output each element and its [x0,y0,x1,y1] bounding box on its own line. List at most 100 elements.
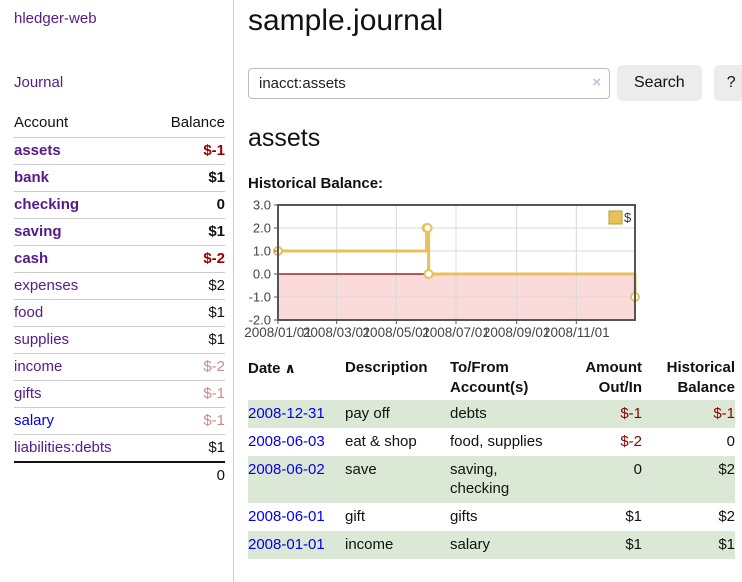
transaction-balance: 0 [726,433,735,450]
accounts-header-line2: Account(s) [450,379,529,396]
svg-text:-2.0: -2.0 [249,313,271,328]
account-link-gifts[interactable]: gifts [14,385,42,402]
transaction-accounts: salary [450,536,491,553]
account-balance: 0 [149,191,225,219]
clear-search-icon[interactable]: × [592,73,601,91]
svg-text:2008/11/01: 2008/11/01 [543,325,610,340]
account-balance: $-1 [149,380,225,408]
account-link-salary[interactable]: salary [14,412,55,429]
transaction-accounts: gifts [450,508,478,525]
account-link-expenses[interactable]: expenses [14,277,79,294]
account-link-cash[interactable]: cash [14,250,49,267]
register-table: Date ∧ Description To/From Account(s) Amo… [248,355,735,559]
account-balance: $1 [149,164,225,192]
amount-column-header: Amount Out/In [571,355,642,400]
transaction-amount: $-2 [620,433,642,450]
transaction-date-link[interactable]: 2008-06-01 [248,508,325,525]
transaction-date-link[interactable]: 2008-06-03 [248,433,325,450]
account-row: bank $1 [14,164,225,192]
account-balance: $1 [149,218,225,246]
sidebar-item-journal[interactable]: Journal [14,74,64,91]
account-link-supplies[interactable]: supplies [14,331,70,348]
transaction-balance: $2 [718,508,735,525]
search-input[interactable] [248,67,610,99]
amount-header-line1: Amount [585,359,642,376]
svg-text:$: $ [624,210,632,225]
transaction-amount: $-1 [620,405,642,422]
balance-column-header: Historical Balance [642,355,735,400]
account-link-income[interactable]: income [14,358,63,375]
account-balance: $-2 [149,245,225,273]
account-balance: $-1 [149,407,225,435]
transaction-amount: $1 [625,536,642,553]
transaction-balance: $2 [718,461,735,478]
account-row: food $1 [14,299,225,327]
svg-text:3.0: 3.0 [253,198,271,213]
transaction-accounts: debts [450,405,487,422]
transaction-accounts: food, supplies [450,433,543,450]
account-link-saving[interactable]: saving [14,223,62,240]
account-row: gifts $-1 [14,380,225,408]
transaction-description: save [345,461,377,478]
transaction-description: eat & shop [345,433,417,450]
account-row: saving $1 [14,218,225,246]
sidebar: hledger-web Journal Account Balance asse… [0,0,234,582]
transaction-row: 2008-12-31 pay off debts $-1 $-1 [248,400,735,428]
account-link-liabilities-debts[interactable]: liabilities:debts [14,439,112,456]
svg-text:2008/09/01: 2008/09/01 [483,325,551,340]
accounts-column-header: To/From Account(s) [450,355,571,400]
brand-link[interactable]: hledger-web [14,10,97,27]
help-button[interactable]: ? [713,65,742,101]
account-title: assets [248,124,321,152]
account-link-bank[interactable]: bank [14,169,50,186]
search-form: × Search ? [248,65,742,101]
transaction-date-link[interactable]: 2008-12-31 [248,405,325,422]
svg-text:2008/07/01: 2008/07/01 [422,325,490,340]
transaction-row: 2008-06-03 eat & shop food, supplies $-2… [248,428,735,456]
transaction-description: income [345,536,394,553]
account-link-food[interactable]: food [14,304,44,321]
account-row: assets $-1 [14,137,225,165]
transaction-row: 2008-06-01 gift gifts $1 $2 [248,503,735,531]
transaction-date-link[interactable]: 2008-06-02 [248,461,325,478]
account-balance: $1 [149,326,225,354]
account-column-header: Account [14,114,69,131]
account-row: income $-2 [14,353,225,381]
search-button[interactable]: Search [617,65,702,101]
sort-ascending-icon: ∧ [284,360,296,376]
date-column-header[interactable]: Date ∧ [248,355,345,400]
account-row: salary $-1 [14,407,225,435]
chart-label: Historical Balance: [248,175,384,192]
accounts-total-row: 0 [14,461,225,489]
accounts-table: Account Balance assets $-1 bank $1 check… [14,112,225,489]
account-balance: $1 [149,434,225,462]
transaction-date-link[interactable]: 2008-01-01 [248,536,325,553]
account-balance: $-2 [149,353,225,381]
transaction-description: gift [345,508,366,525]
transaction-balance: $-1 [713,405,735,422]
register-header-row: Date ∧ Description To/From Account(s) Amo… [248,355,735,400]
page-title: sample.journal [248,4,444,37]
amount-header-line2: Out/In [598,379,642,396]
balance-header-line1: Historical [666,359,735,376]
transaction-balance: $1 [718,536,735,553]
account-link-assets[interactable]: assets [14,142,61,159]
account-row: supplies $1 [14,326,225,354]
historical-balance-chart: 3.0 2.0 1.0 0.0 -1.0 -2.02008/01/012008/03/01… [244,198,640,340]
svg-text:2008/03/01: 2008/03/01 [303,325,371,340]
account-row: expenses $2 [14,272,225,300]
main-content: sample.journal × Search ? assets Histori… [234,0,742,582]
account-link-checking[interactable]: checking [14,196,80,213]
transaction-amount: 0 [633,461,642,478]
svg-text:1.0: 1.0 [253,244,271,259]
svg-text:-1.0: -1.0 [249,290,271,305]
account-row: checking 0 [14,191,225,219]
balance-column-header: Balance [170,114,225,131]
date-header-label: Date [248,360,281,377]
transaction-description: pay off [345,405,390,422]
accounts-header-line1: To/From [450,359,509,376]
description-column-header: Description [345,359,428,376]
svg-text:2008/05/01: 2008/05/01 [363,325,431,340]
account-balance: $2 [149,272,225,300]
